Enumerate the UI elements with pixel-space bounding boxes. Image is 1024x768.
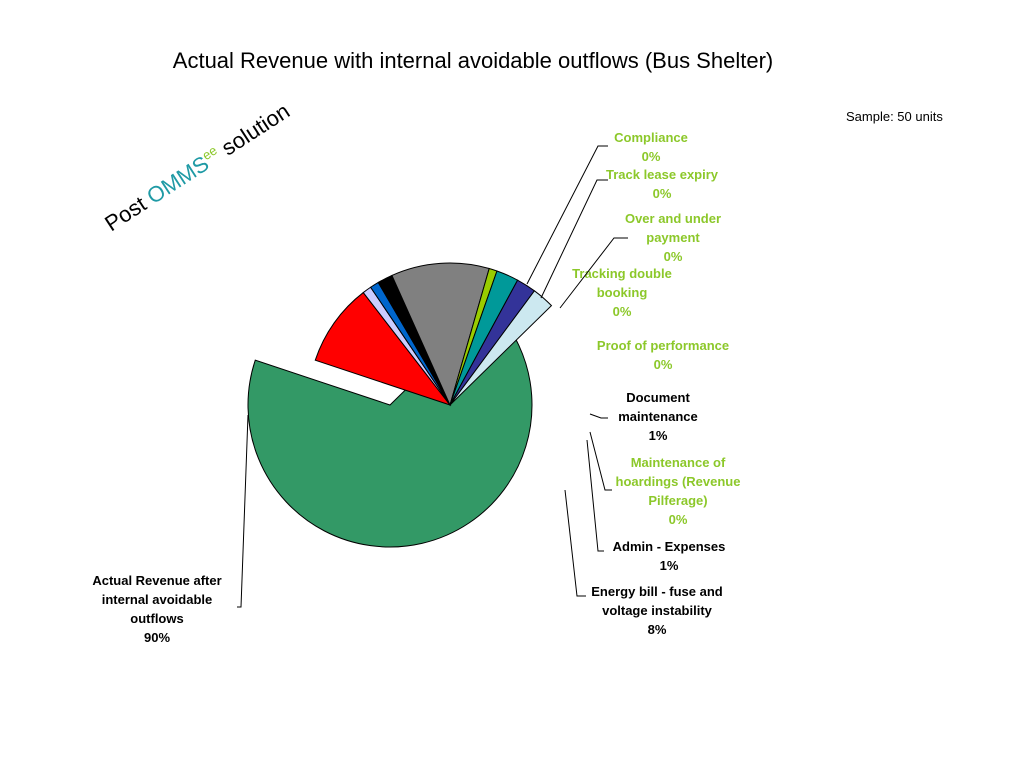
leader-line — [586, 439, 604, 552]
leader-line — [559, 237, 628, 309]
slice-label: Compliance 0% — [614, 130, 688, 164]
slice-label-line: 1% — [660, 558, 679, 573]
slice-label: Admin - Expenses 1% — [613, 539, 726, 573]
leader-line — [589, 413, 608, 419]
slice-label-line: Maintenance of — [631, 455, 726, 470]
slice-label-line: internal avoidable — [102, 592, 213, 607]
slice-label-line: 90% — [144, 630, 170, 645]
slice-label-line: 8% — [648, 622, 667, 637]
slice-label-line: Track lease expiry — [606, 167, 719, 182]
slice-label-line: voltage instability — [602, 603, 713, 618]
slice-label-line: Actual Revenue after — [92, 573, 221, 588]
slice-label: Maintenance of hoardings (Revenue Pilferag… — [616, 455, 741, 527]
leader-line — [540, 179, 608, 299]
leader-line — [589, 431, 612, 491]
leader-line — [526, 145, 608, 285]
slice-label-line: Compliance — [614, 130, 688, 145]
slice-label: Proof of performance 0% — [597, 338, 729, 372]
slice-label-line: 0% — [653, 186, 672, 201]
slice-label-line: 0% — [642, 149, 661, 164]
slice-label: Document maintenance 1% — [618, 390, 697, 443]
chart-title: Actual Revenue with internal avoidable o… — [172, 48, 774, 73]
slice-label-line: Tracking double — [572, 266, 672, 281]
leader-line — [564, 489, 586, 597]
slice-label-line: 0% — [654, 357, 673, 372]
leader-line — [237, 414, 249, 608]
slice-label-line: outflows — [130, 611, 183, 626]
slice-label-line: Document — [626, 390, 690, 405]
slice-label-line: Admin - Expenses — [613, 539, 726, 554]
sample-size-note: Sample: 50 units — [846, 109, 943, 124]
slice-label: Energy bill - fuse and voltage instabilit… — [591, 584, 723, 637]
slice-label-line: 1% — [649, 428, 668, 443]
slice-label: Tracking double booking 0% — [572, 266, 672, 319]
slice-label-line: 0% — [613, 304, 632, 319]
slice-label-line: 0% — [669, 512, 688, 527]
slice-label: Actual Revenue after internal avoidable ou… — [92, 573, 221, 645]
slice-label-line: payment — [646, 230, 700, 245]
slice-label-line: maintenance — [618, 409, 697, 424]
pie-slice — [449, 290, 553, 406]
pie-slice — [314, 291, 452, 406]
slice-label-line: Energy bill - fuse and — [591, 584, 723, 599]
slice-label-line: booking — [597, 285, 648, 300]
slice-label-line: Over and under — [625, 211, 721, 226]
slice-label-line: Pilferage) — [648, 493, 707, 508]
pie-slice — [391, 262, 490, 407]
slice-label-line: 0% — [664, 249, 683, 264]
slice-label: Track lease expiry 0% — [606, 167, 719, 201]
slice-label: Over and under payment 0% — [625, 211, 721, 264]
slice-label-line: Proof of performance — [597, 338, 729, 353]
slice-label-line: hoardings (Revenue — [616, 474, 741, 489]
